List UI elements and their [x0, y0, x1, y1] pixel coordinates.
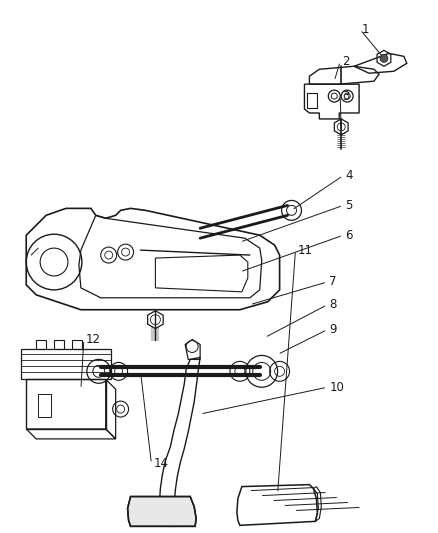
- Text: 11: 11: [297, 244, 312, 256]
- Text: 3: 3: [342, 90, 350, 102]
- Text: 12: 12: [86, 333, 101, 346]
- Text: 8: 8: [329, 298, 337, 311]
- Text: 6: 6: [345, 229, 353, 241]
- Text: 5: 5: [345, 199, 353, 212]
- Text: 7: 7: [329, 276, 337, 288]
- Text: 1: 1: [362, 23, 370, 36]
- Text: 2: 2: [342, 55, 350, 68]
- Polygon shape: [127, 497, 196, 527]
- Text: 9: 9: [329, 323, 337, 336]
- Text: 10: 10: [329, 381, 344, 394]
- Text: 4: 4: [345, 169, 353, 182]
- Text: 14: 14: [153, 457, 169, 470]
- Circle shape: [380, 54, 388, 62]
